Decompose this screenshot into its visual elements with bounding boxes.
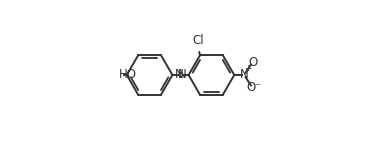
Text: +: +	[244, 64, 251, 73]
Text: N: N	[178, 69, 186, 81]
Text: O: O	[248, 56, 257, 69]
Text: Cl: Cl	[193, 34, 204, 47]
Text: O⁻: O⁻	[246, 81, 262, 94]
Text: N: N	[240, 69, 248, 81]
Text: HO: HO	[119, 69, 137, 81]
Text: N: N	[175, 69, 184, 81]
